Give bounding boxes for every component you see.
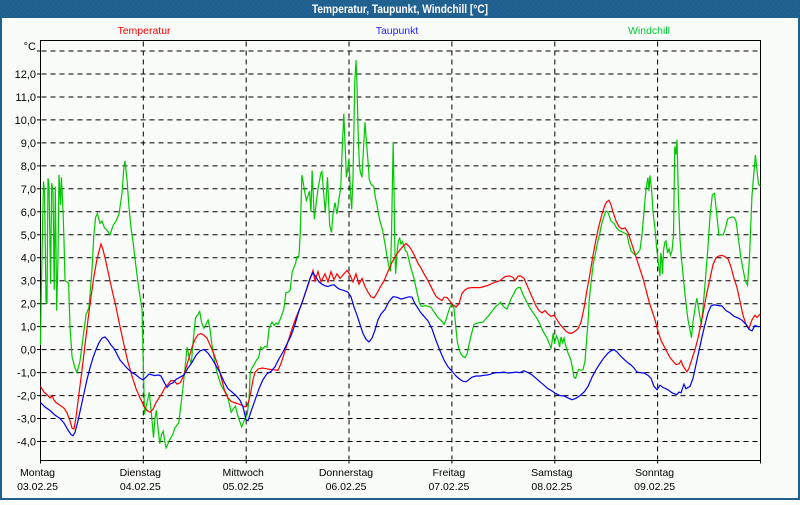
svg-text:09.02.25: 09.02.25 — [634, 481, 675, 493]
svg-text:Sonntag: Sonntag — [635, 467, 674, 479]
svg-text:8,0: 8,0 — [21, 161, 36, 173]
svg-text:06.02.25: 06.02.25 — [326, 481, 367, 493]
svg-text:12,0: 12,0 — [15, 69, 36, 81]
svg-text:Donnerstag: Donnerstag — [319, 467, 373, 479]
svg-text:1,0: 1,0 — [21, 322, 36, 334]
svg-text:0,0: 0,0 — [21, 345, 36, 357]
svg-text:6,0: 6,0 — [21, 207, 36, 219]
svg-text:9,0: 9,0 — [21, 138, 36, 150]
svg-text:Temperatur, Taupunkt, Windchil: Temperatur, Taupunkt, Windchill [°C] — [312, 2, 488, 16]
svg-text:08.02.25: 08.02.25 — [531, 481, 572, 493]
svg-text:Taupunkt: Taupunkt — [376, 25, 419, 37]
svg-text:3,0: 3,0 — [21, 276, 36, 288]
svg-text:Samstag: Samstag — [531, 467, 573, 479]
svg-text:Mittwoch: Mittwoch — [222, 467, 264, 479]
svg-text:Montag: Montag — [20, 467, 55, 479]
svg-text:Windchill: Windchill — [628, 25, 670, 37]
svg-text:10,0: 10,0 — [15, 115, 36, 127]
svg-text:05.02.25: 05.02.25 — [223, 481, 264, 493]
svg-text:Dienstag: Dienstag — [120, 467, 162, 479]
svg-text:03.02.25: 03.02.25 — [17, 481, 58, 493]
svg-text:04.02.25: 04.02.25 — [120, 481, 161, 493]
svg-text:-2,0: -2,0 — [17, 391, 36, 403]
svg-text:2,0: 2,0 — [21, 299, 36, 311]
svg-text:07.02.25: 07.02.25 — [428, 481, 469, 493]
svg-text:-4,0: -4,0 — [17, 437, 36, 449]
svg-text:Freitag: Freitag — [433, 467, 466, 479]
svg-text:7,0: 7,0 — [21, 184, 36, 196]
svg-text:Temperatur: Temperatur — [117, 25, 171, 37]
svg-text:-1,0: -1,0 — [17, 368, 36, 380]
svg-text:°C: °C — [24, 41, 36, 53]
svg-text:-3,0: -3,0 — [17, 414, 36, 426]
svg-text:4,0: 4,0 — [21, 253, 36, 265]
svg-text:11,0: 11,0 — [15, 92, 36, 104]
svg-text:5,0: 5,0 — [21, 230, 36, 242]
